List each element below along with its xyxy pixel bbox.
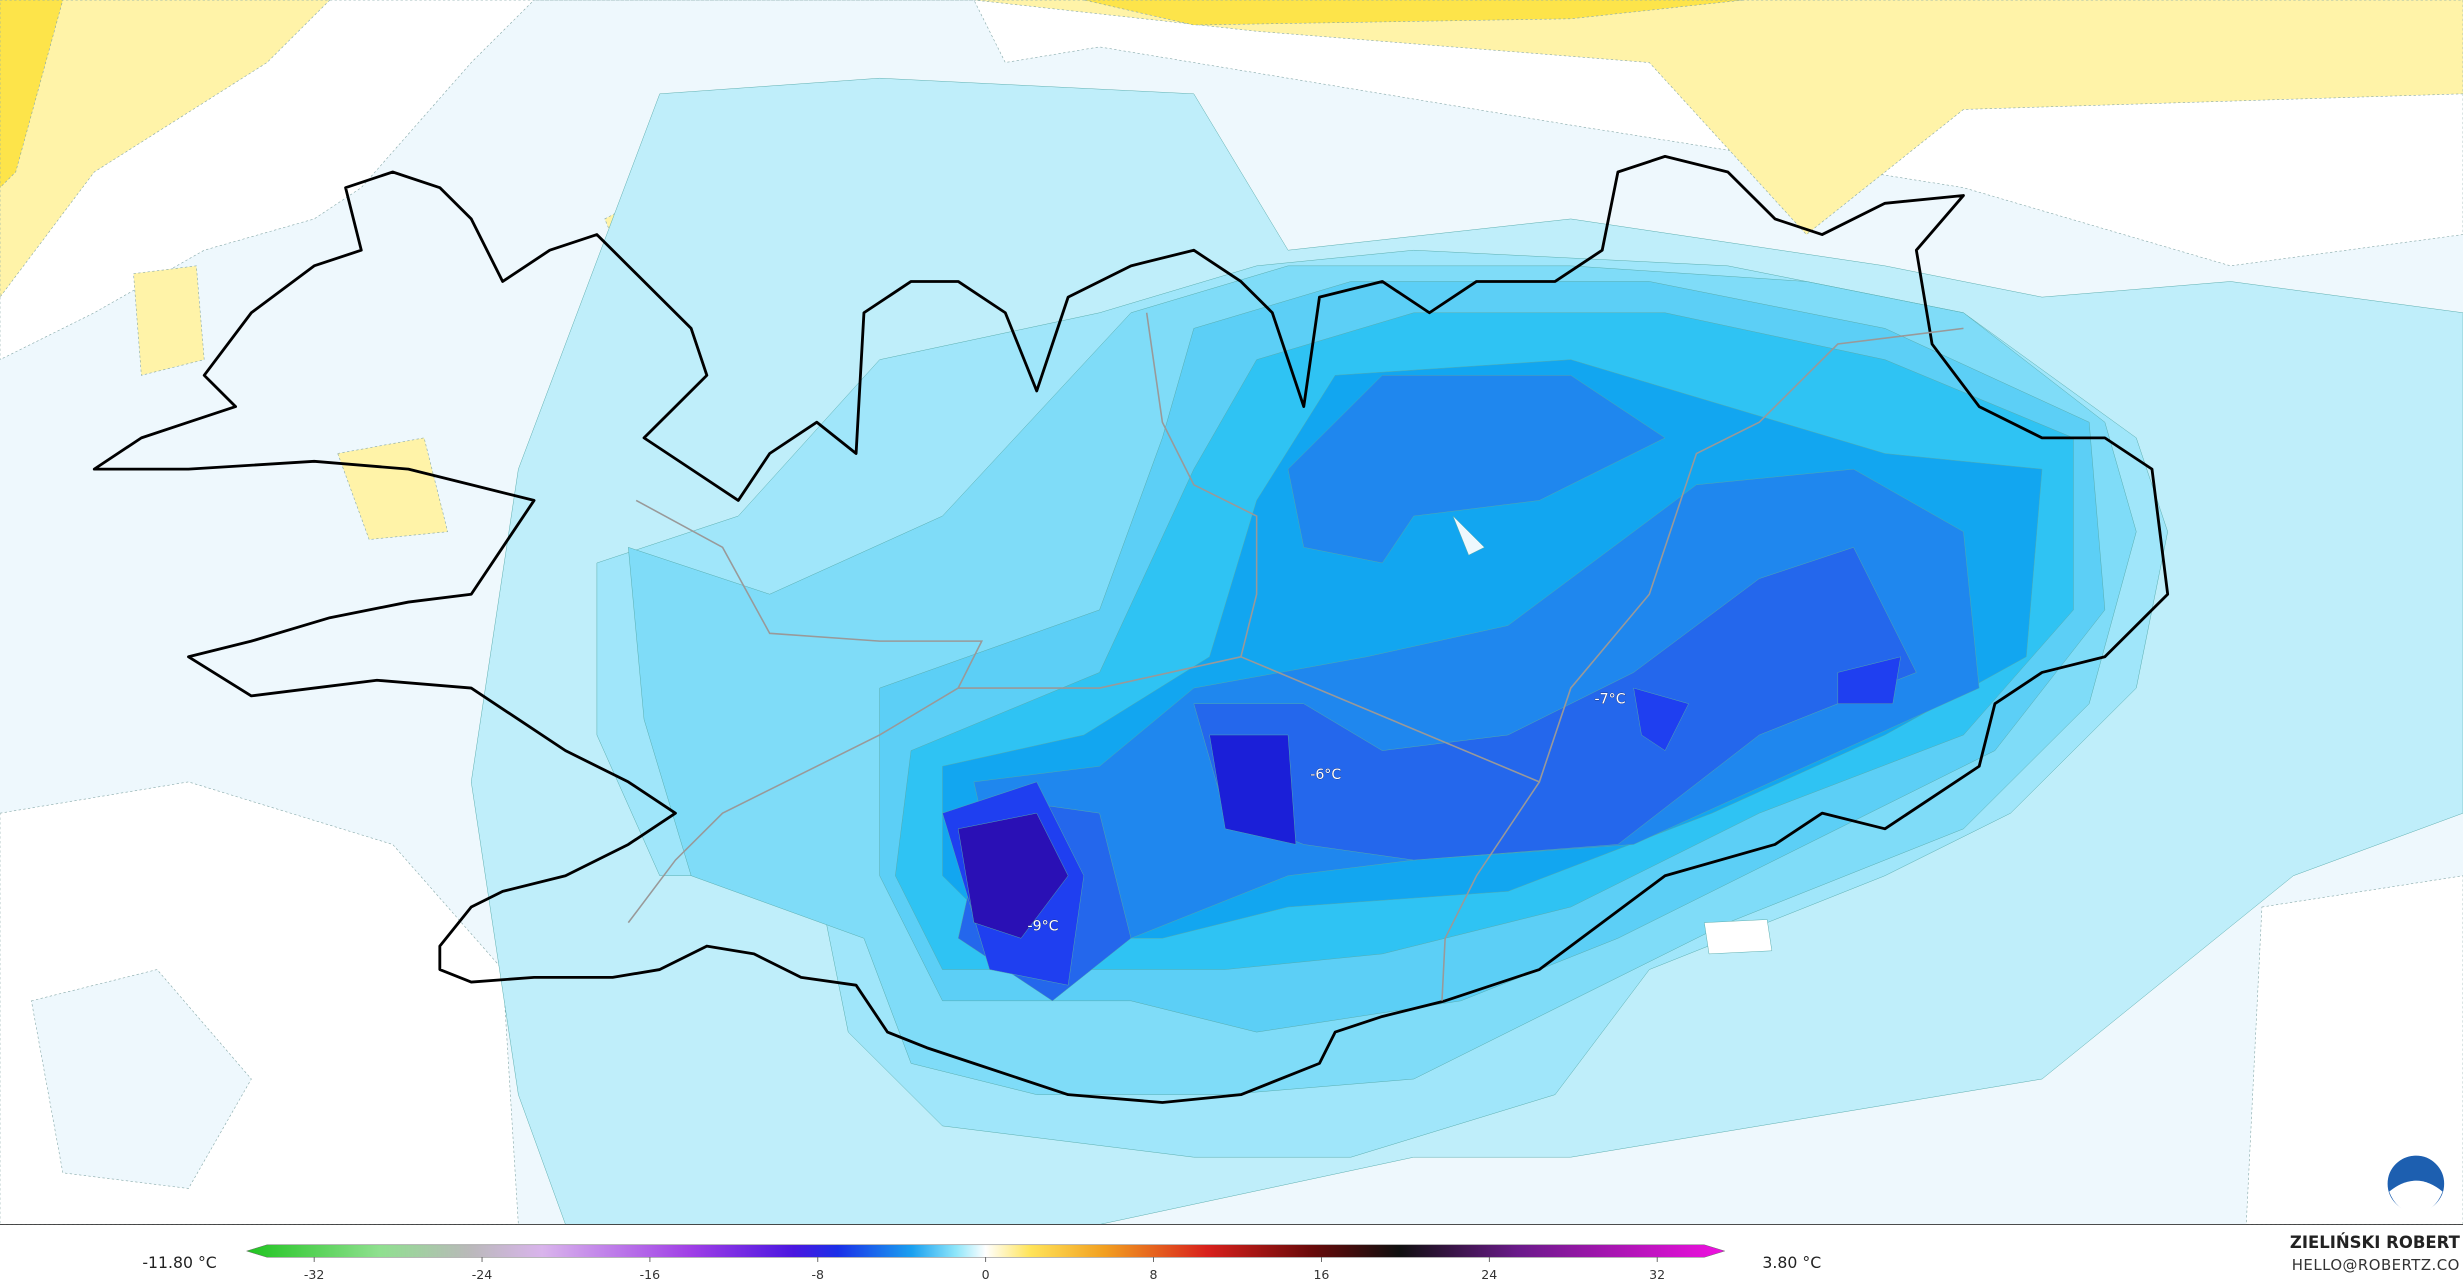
cold-contours bbox=[470, 77, 2463, 1225]
colorbar-min: -11.80 °C bbox=[142, 1253, 216, 1272]
tick-label: 32 bbox=[1649, 1267, 1665, 1282]
map-label: -6°C bbox=[1310, 767, 1341, 783]
tick-label: -32 bbox=[304, 1267, 324, 1282]
tick-label: 0 bbox=[982, 1267, 990, 1282]
tick-label: 16 bbox=[1313, 1267, 1329, 1282]
tick-label: -8 bbox=[812, 1267, 825, 1282]
colorbar bbox=[245, 1244, 1726, 1258]
noaa-logo bbox=[2384, 1152, 2448, 1216]
coastline bbox=[92, 154, 2170, 1104]
tick-label: -24 bbox=[472, 1267, 493, 1282]
colorbar-ticks: -32 -24 -16 -8 0 8 16 24 32 bbox=[304, 1257, 1665, 1282]
tick-label: 8 bbox=[1150, 1267, 1158, 1282]
credit-name: ZIELIŃSKI ROBERT bbox=[2290, 1233, 2461, 1252]
regional-border bbox=[627, 312, 1964, 1001]
colorbar-max: 3.80 °C bbox=[1762, 1253, 1821, 1272]
map-label: -9°C bbox=[1027, 918, 1058, 934]
tick-label: -16 bbox=[640, 1267, 661, 1282]
credit-email: HELLO@ROBERTZ.CO bbox=[2292, 1256, 2460, 1274]
map-label: -7°C bbox=[1595, 692, 1626, 708]
tick-label: 24 bbox=[1481, 1267, 1497, 1282]
